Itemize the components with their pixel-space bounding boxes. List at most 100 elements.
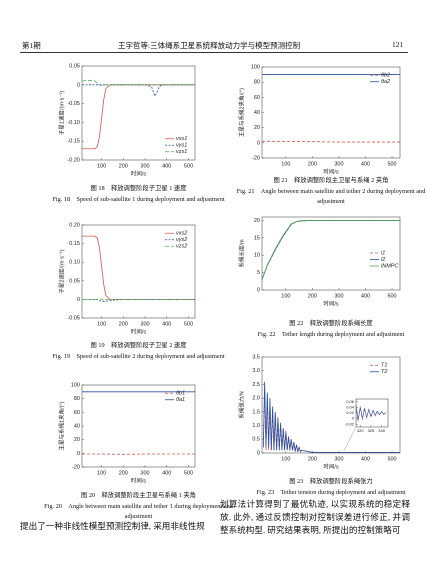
y-tick-label: -0.15: [67, 139, 80, 145]
y-tick-label: 0.05: [69, 278, 80, 284]
plot-frame: [261, 216, 401, 291]
y-tick-label: 0.10: [69, 260, 80, 266]
plot-frame: [81, 65, 196, 161]
y-tick-label: 0.5: [252, 437, 260, 443]
x-tick-label: 400: [162, 321, 171, 327]
y-tick-label: 15: [254, 235, 260, 241]
y-axis-label: 主星与系绳1夹角/(°): [57, 401, 65, 450]
legend-label: θa1: [176, 397, 185, 403]
running-title: 王宇哲等:三体绳系卫星系统释放动力学与模型预测控制: [118, 41, 301, 50]
y-tick-label: -20: [252, 155, 260, 161]
legend-label: θa2: [381, 79, 390, 85]
y-tick-label: 0: [257, 450, 260, 456]
legend-label: T2: [381, 369, 387, 375]
y-tick-label: 3.5: [252, 354, 260, 360]
legend-label: lNMPC: [381, 263, 398, 269]
x-axis-label: 时间/s: [131, 169, 147, 177]
y-tick-label: 0: [257, 140, 260, 146]
header-rule: [20, 52, 408, 53]
y-tick-label: 3.0: [252, 368, 260, 374]
legend-label: θb2: [381, 73, 390, 79]
inset-leader: [343, 426, 357, 452]
x-tick-label: 100: [97, 163, 106, 169]
x-tick-label: 330: [378, 428, 385, 433]
y-axis-label: 子星1速度/(m·s⁻¹): [57, 91, 65, 135]
y-tick-label: 80: [254, 80, 260, 86]
y-tick-label: 20: [254, 125, 260, 131]
y-tick-label: 60: [254, 95, 260, 101]
legend-label: vzs2: [176, 244, 187, 250]
x-tick-label: 500: [387, 456, 396, 462]
y-tick-label: 80: [74, 396, 80, 402]
x-tick-label: 400: [361, 161, 370, 167]
x-tick-label: 300: [334, 161, 343, 167]
x-tick-label: 100: [97, 321, 106, 327]
x-tick-label: 300: [140, 163, 149, 169]
issue: 第1期: [22, 41, 41, 50]
y-tick-label: 1.0: [252, 423, 260, 429]
page-number: 121: [392, 40, 404, 49]
y-tick-label: -0.20: [67, 157, 80, 163]
series-line: [355, 405, 387, 421]
x-axis-label: 时间/s: [131, 327, 147, 335]
y-tick-label: 0: [77, 451, 80, 457]
plot-frame: [81, 384, 196, 468]
caption-en: Fig. 20 Angle between main satellite and…: [44, 503, 233, 520]
series-line: [81, 79, 195, 86]
body-text-right: 划算法计算得到了最优轨迹, 以实现系统的稳定释放. 此外, 通过反馈控制对控制误…: [220, 499, 410, 535]
x-tick-label: 400: [162, 470, 171, 476]
y-tick-label: -0.10: [67, 120, 80, 126]
y-tick-label: 2.5: [252, 382, 260, 388]
plot-frame: [81, 224, 196, 319]
y-tick-label: -20: [72, 464, 80, 470]
caption-cn: 图 21 释放调整阶段主卫星与系绳 2 夹角: [273, 177, 389, 184]
y-tick-label: 0.20: [69, 222, 80, 228]
x-axis-label: 时间/s: [323, 299, 339, 307]
series-line: [262, 381, 400, 453]
x-tick-label: 300: [334, 456, 343, 462]
legend-label: vys2: [176, 237, 187, 243]
legend-label: θb1: [176, 391, 185, 397]
series-line: [261, 220, 400, 280]
x-tick-label: 300: [140, 321, 149, 327]
x-tick-label: 500: [184, 163, 193, 169]
y-tick-label: -0.05: [67, 101, 80, 107]
y-tick-label: 10: [254, 253, 260, 259]
x-tick-label: 200: [119, 163, 128, 169]
y-axis-label: 子星2速度/(m·s⁻¹): [57, 249, 65, 293]
y-tick-label: 100: [251, 64, 260, 70]
caption-en: Fig. 18 Speed of sub-satellite 1 during …: [52, 196, 225, 203]
caption-en: Fig. 23 Tether tension during deployment…: [256, 489, 406, 496]
legend-label: vzs1: [176, 149, 187, 155]
y-tick-label: 0.02: [346, 410, 355, 415]
x-tick-label: 320: [357, 428, 364, 433]
x-tick-label: 200: [308, 161, 317, 167]
y-tick-label: 60: [74, 410, 80, 416]
x-tick-label: 325: [368, 428, 375, 433]
y-axis-label: 系绳张力/N: [237, 391, 245, 419]
caption-en: Fig. 22 Tether length during deployment …: [257, 331, 405, 338]
y-tick-label: 40: [74, 423, 80, 429]
x-axis-label: 时间/s: [323, 167, 339, 175]
y-tick-label: -0.02: [345, 421, 355, 426]
x-tick-label: 200: [308, 293, 317, 299]
caption-cn: 图 20 释放调整阶段主卫星与系绳 1 夹角: [81, 492, 196, 499]
x-tick-label: 300: [334, 293, 343, 299]
x-axis-label: 时间/s: [323, 462, 339, 470]
caption-en: Fig. 19 Speed of sub-satellite 2 during …: [52, 353, 225, 360]
x-tick-label: 500: [387, 161, 396, 167]
y-tick-label: 0.04: [346, 404, 355, 409]
x-tick-label: 400: [361, 293, 370, 299]
y-tick-label: 1.5: [252, 409, 260, 415]
x-tick-label: 100: [97, 470, 106, 476]
y-axis-label: 系绳长度/m: [237, 239, 245, 268]
caption-cn: 图 23 释放调整阶段系绳张力: [289, 478, 373, 485]
x-tick-label: 300: [140, 470, 149, 476]
y-tick-label: 0: [257, 287, 260, 293]
y-tick-label: 0: [77, 82, 80, 88]
x-tick-label: 400: [162, 163, 171, 169]
legend-label: T1: [381, 363, 387, 369]
x-tick-label: 100: [281, 161, 290, 167]
x-tick-label: 500: [184, 321, 193, 327]
